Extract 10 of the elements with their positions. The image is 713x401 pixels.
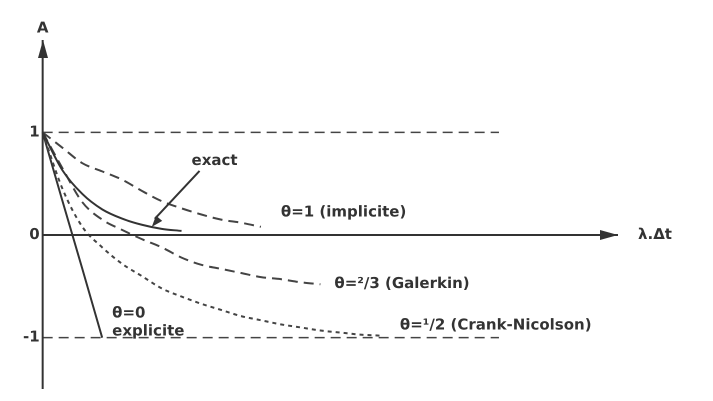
series-label: θ=0 explicite: [112, 304, 184, 340]
y-axis-title: A: [36, 18, 49, 36]
x-axis-title: λ.Δt: [638, 224, 672, 243]
series-label: θ=²/3 (Galerkin): [334, 274, 470, 292]
y-tick-label: 0: [29, 224, 40, 243]
series-label: θ=¹/2 (Crank-Nicolson): [400, 316, 592, 334]
series-label: θ=1 (implicite): [280, 202, 406, 221]
text: exact: [192, 150, 238, 169]
y-tick-label: -1: [22, 328, 40, 346]
y-tick-label: 1: [29, 122, 40, 140]
